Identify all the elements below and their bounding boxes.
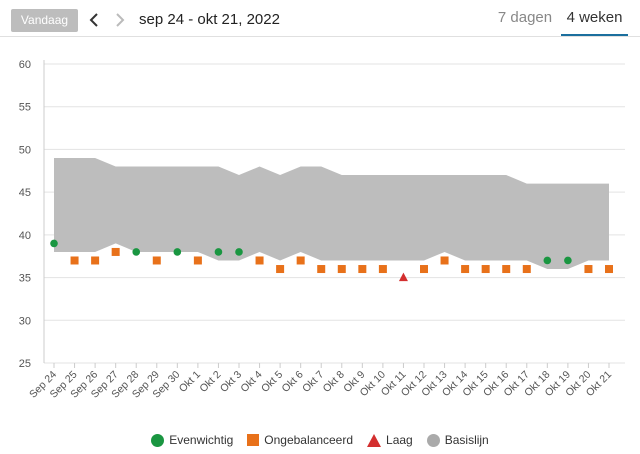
data-point-ongebalanceerd <box>296 256 305 265</box>
legend-label: Evenwichtig <box>169 433 234 447</box>
data-point-evenwichtig <box>173 248 182 256</box>
data-point-laag <box>398 272 408 282</box>
x-tick-label: Okt 6 <box>280 369 306 395</box>
tab-7-days[interactable]: 7 dagen <box>497 9 553 26</box>
data-point-ongebalanceerd <box>317 265 326 274</box>
y-tick-label: 35 <box>19 273 31 285</box>
data-point-evenwichtig <box>214 248 223 256</box>
data-point-ongebalanceerd <box>70 256 79 265</box>
data-point-ongebalanceerd <box>420 265 428 274</box>
data-point-ongebalanceerd <box>502 265 511 274</box>
legend-label: Ongebalanceerd <box>264 433 354 447</box>
y-tick-label: 30 <box>19 315 31 327</box>
data-point-ongebalanceerd <box>522 265 531 274</box>
legend-item-ongebalanceerd[interactable]: Ongebalanceerd <box>247 433 353 447</box>
data-point-ongebalanceerd <box>276 265 285 274</box>
data-point-ongebalanceerd <box>584 265 593 274</box>
baseline-band <box>54 157 609 270</box>
data-point-evenwichtig <box>235 248 243 256</box>
data-point-ongebalanceerd <box>358 265 367 274</box>
circle-marker-icon <box>151 433 165 447</box>
legend-item-laag[interactable]: Laag <box>367 433 413 447</box>
y-tick-label: 45 <box>19 187 31 199</box>
y-tick-label: 55 <box>19 102 31 114</box>
circle-marker-icon <box>426 433 440 447</box>
x-tick-label: Okt 4 <box>238 369 264 395</box>
previous-period-button[interactable] <box>84 9 104 31</box>
data-point-ongebalanceerd <box>440 256 449 265</box>
y-tick-label: 60 <box>19 59 31 71</box>
next-period-button[interactable] <box>110 9 130 31</box>
triangle-marker-icon <box>367 433 382 447</box>
data-point-evenwichtig <box>543 256 552 265</box>
x-tick-label: Okt 2 <box>197 369 223 395</box>
chevron-left-icon <box>89 13 98 27</box>
legend-item-evenwichtig[interactable]: Evenwichtig <box>151 433 233 447</box>
data-point-ongebalanceerd <box>152 256 161 265</box>
y-tick-label: 40 <box>19 230 31 242</box>
legend-label: Laag <box>386 433 413 447</box>
x-tick-label: Okt 3 <box>218 369 244 395</box>
legend-label: Basislijn <box>444 433 489 447</box>
data-point-ongebalanceerd <box>337 265 346 274</box>
y-tick-label: 25 <box>19 358 31 370</box>
x-tick-label: Okt 7 <box>300 369 326 395</box>
data-point-ongebalanceerd <box>605 265 613 274</box>
header: Vandaag sep 24 - okt 21, 2022 7 dagen 4 … <box>0 0 640 37</box>
data-point-ongebalanceerd <box>111 247 120 256</box>
data-point-evenwichtig <box>50 239 58 248</box>
data-point-ongebalanceerd <box>461 265 470 274</box>
legend-item-basislijn[interactable]: Basislijn <box>426 433 489 447</box>
chevron-right-icon <box>116 13 125 27</box>
today-button[interactable]: Vandaag <box>11 9 78 32</box>
tab-4-weeks[interactable]: 4 weken <box>561 0 628 36</box>
x-tick-label: Okt 8 <box>321 369 347 395</box>
data-point-evenwichtig <box>132 248 141 256</box>
data-point-ongebalanceerd <box>91 256 100 265</box>
data-point-ongebalanceerd <box>193 256 202 265</box>
data-point-evenwichtig <box>564 256 572 265</box>
x-tick-label: Okt 1 <box>177 369 203 395</box>
data-point-ongebalanceerd <box>378 265 387 274</box>
data-point-ongebalanceerd <box>255 256 264 265</box>
date-range-label: sep 24 - okt 21, 2022 <box>139 11 280 28</box>
data-point-ongebalanceerd <box>481 265 490 274</box>
square-marker-icon <box>247 434 260 446</box>
y-tick-label: 50 <box>19 144 31 156</box>
legend: Evenwichtig Ongebalanceerd Laag Basislij… <box>0 430 640 450</box>
x-tick-label: Okt 5 <box>259 369 285 395</box>
